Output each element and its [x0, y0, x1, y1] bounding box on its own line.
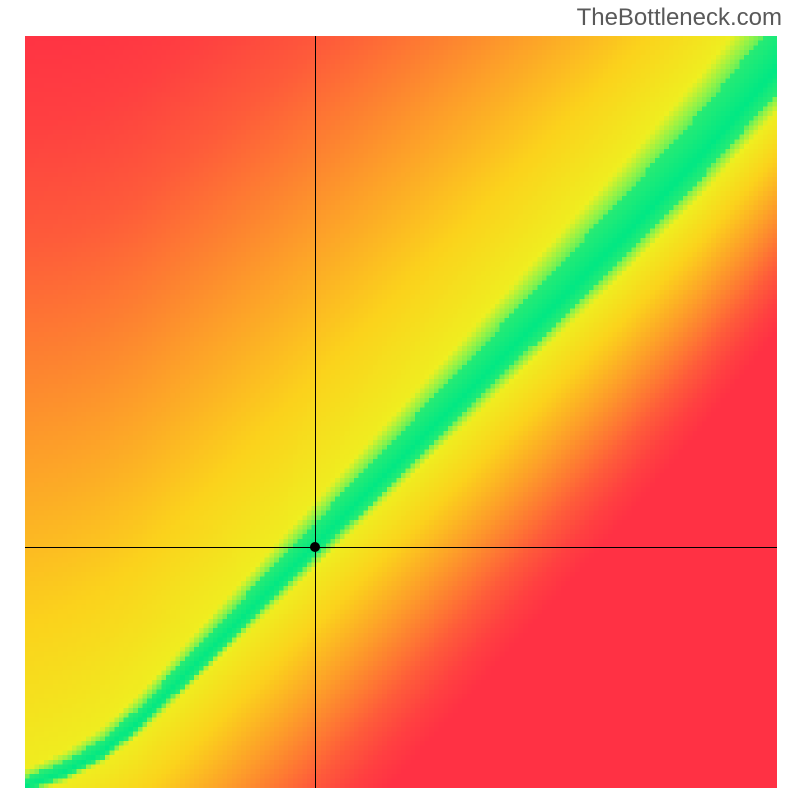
heatmap-canvas — [25, 36, 777, 788]
figure-container: TheBottleneck.com — [0, 0, 800, 800]
attribution-text: TheBottleneck.com — [577, 4, 782, 32]
marker-point — [310, 542, 320, 552]
crosshair-horizontal — [25, 547, 777, 548]
plot-area — [25, 36, 777, 788]
crosshair-vertical — [315, 36, 316, 788]
